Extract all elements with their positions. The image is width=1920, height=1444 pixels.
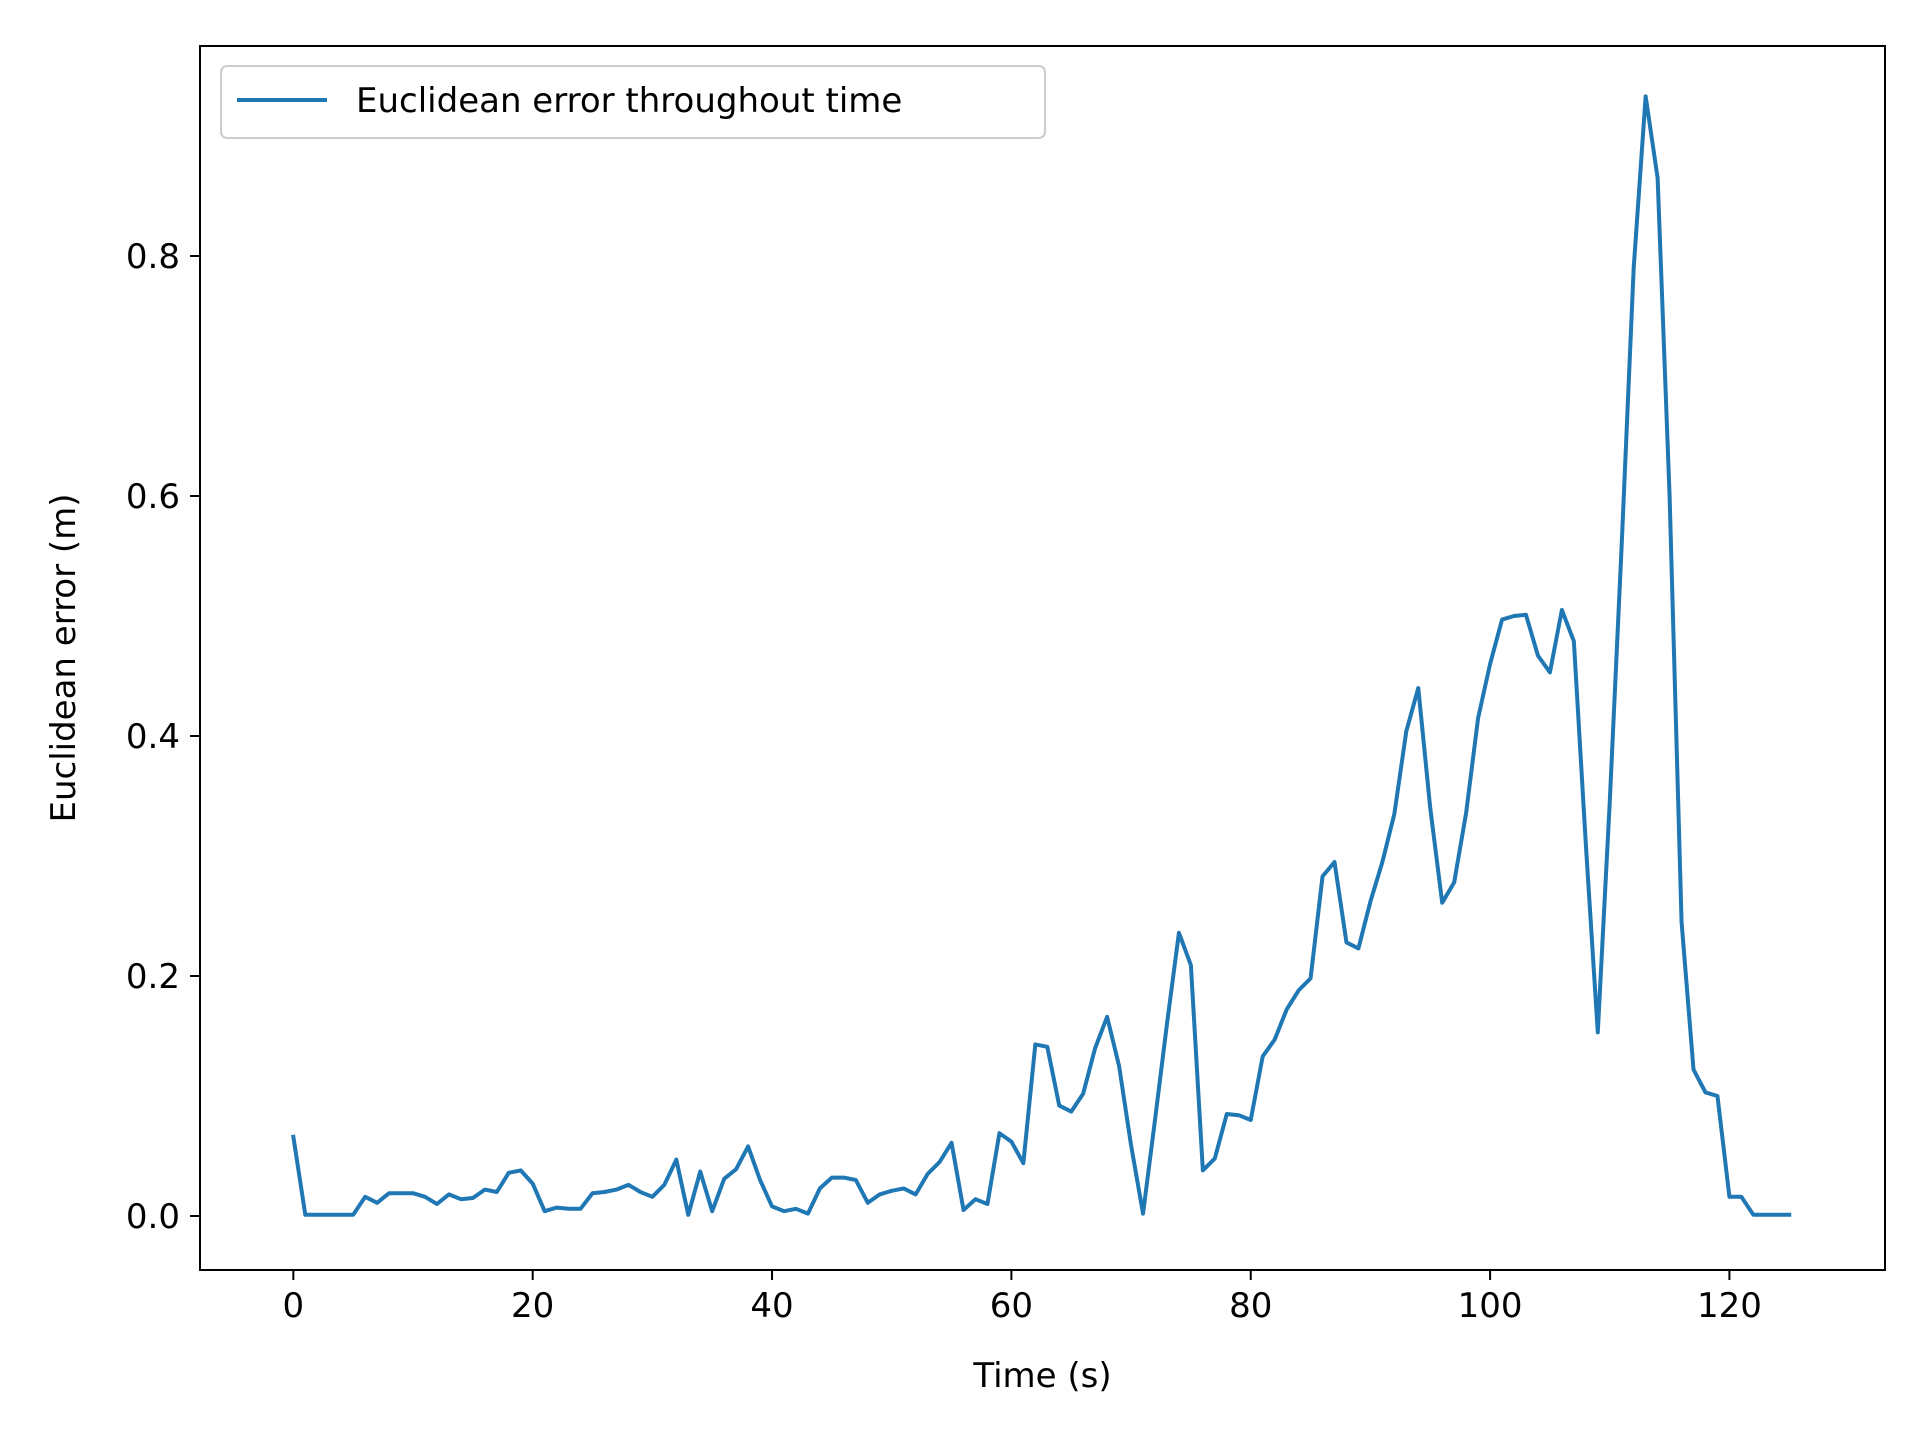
x-tick-label: 100 <box>1458 1286 1523 1326</box>
x-tick-label: 20 <box>511 1286 554 1326</box>
y-tick-label: 0.0 <box>126 1197 180 1237</box>
legend: Euclidean error throughout time <box>220 65 1046 139</box>
x-tick-label: 80 <box>1229 1286 1272 1326</box>
legend-label: Euclidean error throughout time <box>356 81 902 121</box>
axes-frame <box>199 45 1886 1271</box>
y-tick-label: 0.4 <box>126 717 180 757</box>
x-tick-label: 40 <box>750 1286 793 1326</box>
y-tick-label: 0.8 <box>126 237 180 277</box>
plot-area <box>291 94 1792 1217</box>
series-line <box>291 94 1792 1217</box>
y-tick-label: 0.6 <box>126 477 180 517</box>
y-tick-label: 0.2 <box>126 957 180 997</box>
y-axis-label: Euclidean error (m) <box>44 493 84 822</box>
x-axis-label: Time (s) <box>972 1356 1111 1396</box>
axes: 0 20 40 60 80 100 120 0.0 0.2 0.4 0.6 0.8 <box>126 45 1886 1326</box>
x-tick-label: 120 <box>1697 1286 1762 1326</box>
legend-box <box>220 65 1046 139</box>
x-tick-label: 0 <box>283 1286 305 1326</box>
x-tick-label: 60 <box>990 1286 1033 1326</box>
